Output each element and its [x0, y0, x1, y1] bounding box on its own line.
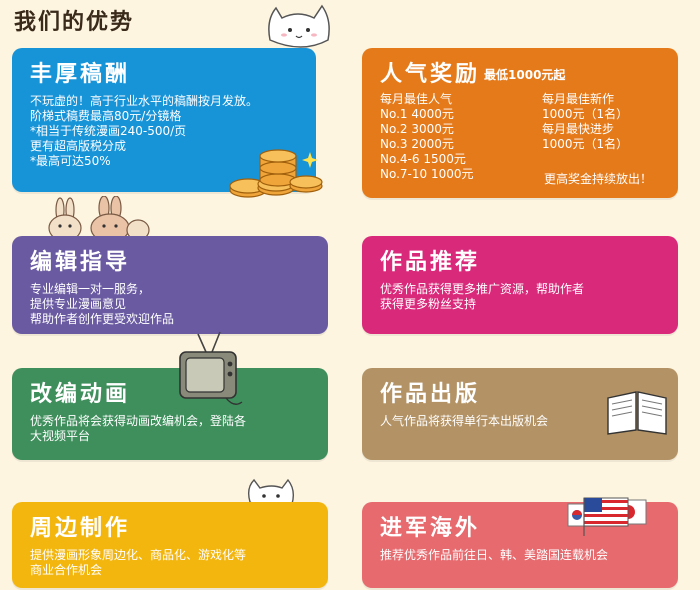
card-recommend-title: 作品推荐: [380, 250, 481, 275]
coin-stack-icon: [226, 142, 326, 204]
retro-tv-icon: [176, 330, 246, 410]
award-line: No.1 4000元: [380, 107, 454, 121]
award-line: 每月最佳新作: [542, 92, 615, 106]
card-overseas: 进军海外 推荐优秀作品前往日、韩、美踏国连载机会: [362, 502, 678, 588]
card-animation-line: 大视频平台: [30, 429, 91, 443]
card-publish-title: 作品出版: [380, 382, 481, 407]
card-editor-line: 帮助作者创作更受欢迎作品: [30, 312, 175, 326]
card-editor-line: 专业编辑一对一服务，: [30, 282, 151, 296]
cat-mascot-icon: [262, 0, 338, 50]
card-recommend-line: 优秀作品获得更多推广资源，帮助作者: [380, 282, 585, 296]
card-royalty: 丰厚稿酬 不玩虚的！高于行业水平的稿酬按月发放。 阶梯式稿费最高80元/分镜格 …: [12, 48, 316, 192]
card-royalty-line: 不玩虚的！高于行业水平的稿酬按月发放。: [30, 94, 259, 108]
card-popularity-subtitle: 最低1000元起: [484, 68, 566, 82]
card-editor-line: 提供专业漫画意见: [30, 297, 127, 311]
award-line: No.7-10 1000元: [380, 167, 474, 181]
card-royalty-line: *最高可达50%: [30, 154, 111, 168]
card-popularity-title: 人气奖励 最低1000元起: [380, 60, 660, 90]
card-animation: 改编动画 优秀作品将会获得动画改编机会，登陆各 大视频平台: [12, 368, 328, 460]
card-publish-line: 人气作品将获得单行本出版机会: [380, 414, 549, 428]
card-recommend: 作品推荐 优秀作品获得更多推广资源，帮助作者 获得更多粉丝支持: [362, 236, 678, 334]
award-line: 每月最佳人气: [380, 92, 453, 106]
award-line: 每月最快进步: [542, 122, 615, 136]
card-merch-title: 周边制作: [30, 516, 131, 541]
card-overseas-line: 推荐优秀作品前往日、韩、美踏国连载机会: [380, 548, 609, 562]
award-line: No.2 3000元: [380, 122, 454, 136]
card-royalty-line: *相当于传统漫画240-500/页: [30, 124, 187, 138]
flags-icon: [566, 494, 652, 538]
bunny-pair-icon: [40, 196, 150, 238]
card-royalty-line: 更有超高版税分成: [30, 139, 127, 153]
award-line: 1000元（1名）: [542, 107, 629, 121]
card-popularity: 人气奖励 最低1000元起 每月最佳人气 No.1 4000元 No.2 3000…: [362, 48, 678, 198]
card-merch-line: 商业合作机会: [30, 563, 103, 577]
card-popularity-title-text: 人气奖励: [380, 62, 481, 87]
card-merch: 周边制作 提供漫画形象周边化、商品化、游戏化等 商业合作机会: [12, 502, 328, 588]
card-recommend-line: 获得更多粉丝支持: [380, 297, 477, 311]
award-line: No.4-6 1500元: [380, 152, 466, 166]
card-animation-title: 改编动画: [30, 382, 131, 407]
card-editor: 编辑指导 专业编辑一对一服务， 提供专业漫画意见 帮助作者创作更受欢迎作品: [12, 236, 328, 334]
page-heading: 我们的优势: [14, 10, 135, 35]
card-editor-title: 编辑指导: [30, 250, 131, 275]
card-merch-line: 提供漫画形象周边化、商品化、游戏化等: [30, 548, 247, 562]
card-royalty-line: 阶梯式稿费最高80元/分镜格: [30, 109, 182, 123]
card-overseas-title: 进军海外: [380, 516, 481, 541]
award-footer: 更高奖金持续放出！: [544, 172, 653, 186]
card-animation-line: 优秀作品将会获得动画改编机会，登陆各: [30, 414, 247, 428]
card-royalty-title: 丰厚稿酬: [30, 62, 131, 87]
open-book-icon: [604, 386, 670, 436]
award-line: No.3 2000元: [380, 137, 454, 151]
award-line: 1000元（1名）: [542, 137, 629, 151]
